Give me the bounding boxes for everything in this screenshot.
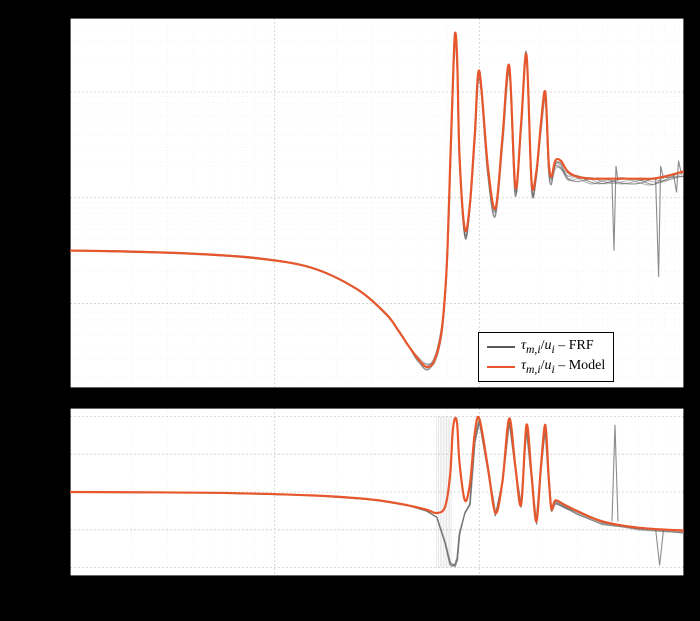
tick-label: 102 [464,580,482,598]
tick-label: 103 [669,580,687,598]
mag-ylabel: Amplitude [N/V] [22,159,40,270]
legend-entry-model: τm,i/ui – Model [487,357,605,377]
legend-label-model: τm,i/ui – Model [521,358,605,376]
tick-label: 101 [260,580,278,598]
tick-label: 100 [55,580,73,598]
x-label: Frequency [Hz] [320,594,421,612]
chart-svg [0,0,700,621]
legend: τm,i/ui – FRF τm,i/ui – Model [478,332,614,382]
tick-label: 180 [0,408,12,424]
tick-label: -180 [0,560,16,576]
tick-label: 90 [0,446,5,462]
phase-ylabel: Phase [deg] [22,465,40,540]
tick-label: -90 [0,522,9,538]
tick-label: 102 [0,84,6,102]
legend-swatch-model [487,366,515,368]
tick-label: 101 [0,190,6,208]
tick-label: 100 [0,295,6,313]
legend-entry-frf: τm,i/ui – FRF [487,337,605,357]
legend-label-frf: τm,i/ui – FRF [521,338,594,356]
legend-swatch-frf [487,346,515,348]
